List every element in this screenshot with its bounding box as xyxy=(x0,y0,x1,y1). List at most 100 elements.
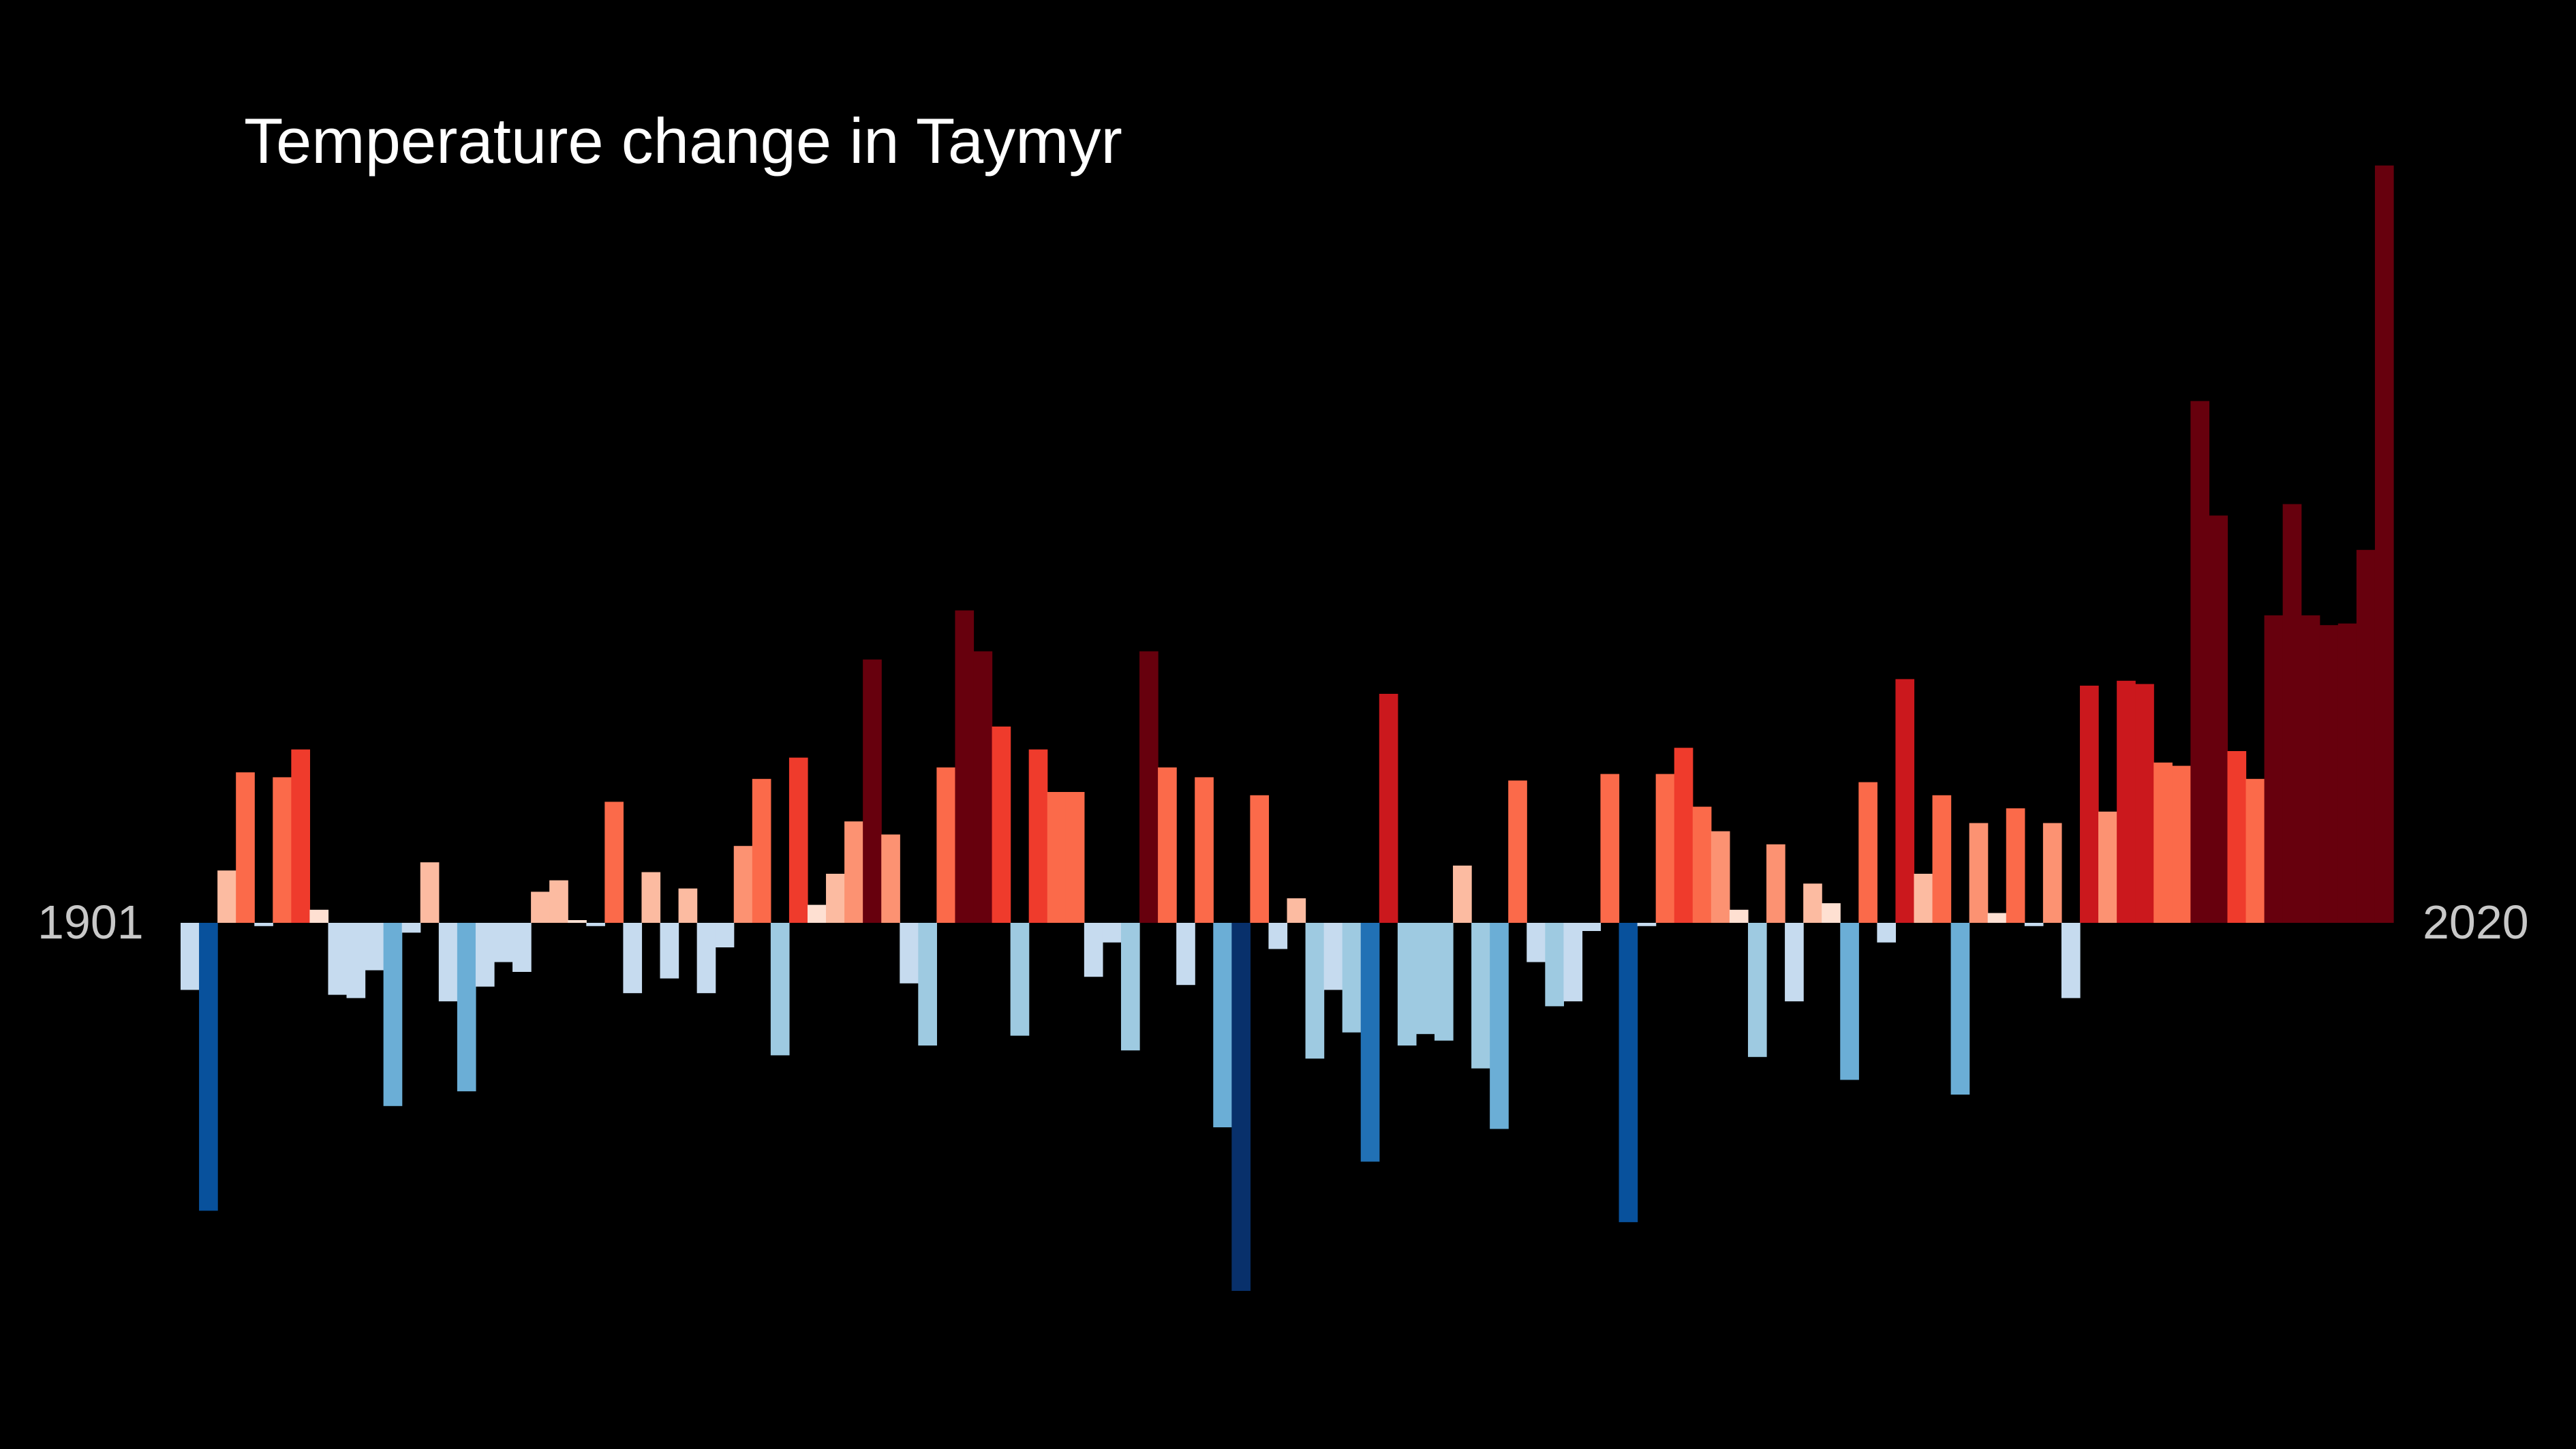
bar-1999 xyxy=(1987,913,2007,923)
bar-1945 xyxy=(992,727,1011,923)
bar-1928 xyxy=(678,888,698,923)
bar-1991 xyxy=(1840,923,1859,1080)
bar-1926 xyxy=(641,872,661,923)
bar-1988 xyxy=(1785,923,1804,1002)
start-year-label: 1901 xyxy=(37,896,144,949)
bar-1905 xyxy=(254,923,273,926)
bar-1940 xyxy=(900,923,919,983)
bar-1909 xyxy=(328,923,348,995)
bar-2015 xyxy=(2282,504,2302,923)
bar-1971 xyxy=(1471,923,1490,1069)
bar-1951 xyxy=(1102,923,1122,943)
bar-1986 xyxy=(1747,923,1767,1057)
bar-1903 xyxy=(217,870,236,923)
bar-2013 xyxy=(2245,778,2265,923)
bar-2018 xyxy=(2337,623,2357,923)
bar-2000 xyxy=(2006,808,2025,923)
bar-1955 xyxy=(1176,923,1195,986)
bar-1930 xyxy=(715,923,735,947)
bar-2001 xyxy=(2024,923,2044,926)
bar-1959 xyxy=(1250,795,1270,923)
bar-1919 xyxy=(512,923,532,972)
bar-1924 xyxy=(604,802,624,923)
bar-1956 xyxy=(1195,777,1214,923)
bar-2020 xyxy=(2374,165,2394,923)
bar-1921 xyxy=(549,880,568,923)
bar-1902 xyxy=(199,923,218,1211)
bar-1970 xyxy=(1453,866,1472,923)
bar-1980 xyxy=(1637,923,1657,926)
bar-1931 xyxy=(733,846,753,923)
bar-1968 xyxy=(1415,923,1435,1035)
bar-2005 xyxy=(2098,811,2117,923)
bar-1901 xyxy=(181,923,200,990)
bar-2007 xyxy=(2135,684,2154,923)
bar-1963 xyxy=(1323,923,1343,990)
bar-2006 xyxy=(2117,680,2136,923)
bar-1987 xyxy=(1766,844,1785,923)
bar-1952 xyxy=(1120,923,1140,1051)
bar-1983 xyxy=(1692,806,1712,923)
bar-1922 xyxy=(568,920,587,923)
bar-2002 xyxy=(2042,823,2062,923)
bar-1976 xyxy=(1563,923,1583,1002)
bar-2008 xyxy=(2153,762,2173,923)
bar-1982 xyxy=(1674,748,1693,923)
bar-2017 xyxy=(2319,625,2339,923)
bar-1913 xyxy=(401,923,421,933)
bar-1964 xyxy=(1342,923,1362,1033)
bar-1915 xyxy=(438,923,458,1002)
bar-1954 xyxy=(1158,767,1177,923)
bar-1989 xyxy=(1803,883,1822,923)
bar-1911 xyxy=(365,923,384,971)
bar-1953 xyxy=(1139,651,1159,923)
bar-1979 xyxy=(1619,923,1638,1223)
bar-1994 xyxy=(1895,679,1915,923)
bar-1973 xyxy=(1508,780,1527,923)
bar-1962 xyxy=(1305,923,1325,1059)
bar-1910 xyxy=(346,923,366,998)
bar-1961 xyxy=(1287,898,1306,923)
bar-1967 xyxy=(1397,923,1417,1046)
bar-1914 xyxy=(420,862,440,923)
bar-1920 xyxy=(531,891,550,923)
bar-1927 xyxy=(660,923,679,979)
bar-2004 xyxy=(2080,686,2099,923)
bar-1907 xyxy=(291,749,311,923)
bar-2016 xyxy=(2301,615,2320,923)
bar-1932 xyxy=(752,778,771,923)
bar-1985 xyxy=(1729,909,1749,923)
bar-2003 xyxy=(2061,923,2081,998)
bar-1941 xyxy=(918,923,937,1046)
bar-1975 xyxy=(1545,923,1564,1007)
bar-1965 xyxy=(1360,923,1380,1162)
bar-1944 xyxy=(973,651,993,923)
bar-2010 xyxy=(2190,401,2210,923)
bar-2014 xyxy=(2264,615,2284,923)
bar-1981 xyxy=(1655,774,1675,923)
bar-1933 xyxy=(770,923,790,1056)
bar-1906 xyxy=(273,777,292,923)
bar-1996 xyxy=(1932,795,1952,923)
bar-1992 xyxy=(1858,782,1877,923)
bar-1947 xyxy=(1028,749,1048,923)
bar-2012 xyxy=(2227,751,2247,923)
bar-1942 xyxy=(936,767,956,923)
bar-1939 xyxy=(881,834,900,923)
bar-1908 xyxy=(309,909,329,923)
bar-2019 xyxy=(2356,549,2376,923)
bar-1917 xyxy=(475,923,495,987)
bar-1974 xyxy=(1527,923,1546,962)
bar-2009 xyxy=(2172,765,2191,923)
bar-1949 xyxy=(1065,792,1085,923)
bar-1916 xyxy=(457,923,476,1092)
bar-1904 xyxy=(236,772,255,923)
bar-1966 xyxy=(1379,694,1398,923)
bar-1918 xyxy=(493,923,513,962)
bar-1997 xyxy=(1950,923,1970,1095)
bar-1978 xyxy=(1600,774,1620,923)
bar-1925 xyxy=(623,923,643,994)
bar-1957 xyxy=(1213,923,1232,1127)
chart-title: Temperature change in Taymyr xyxy=(244,105,1122,177)
